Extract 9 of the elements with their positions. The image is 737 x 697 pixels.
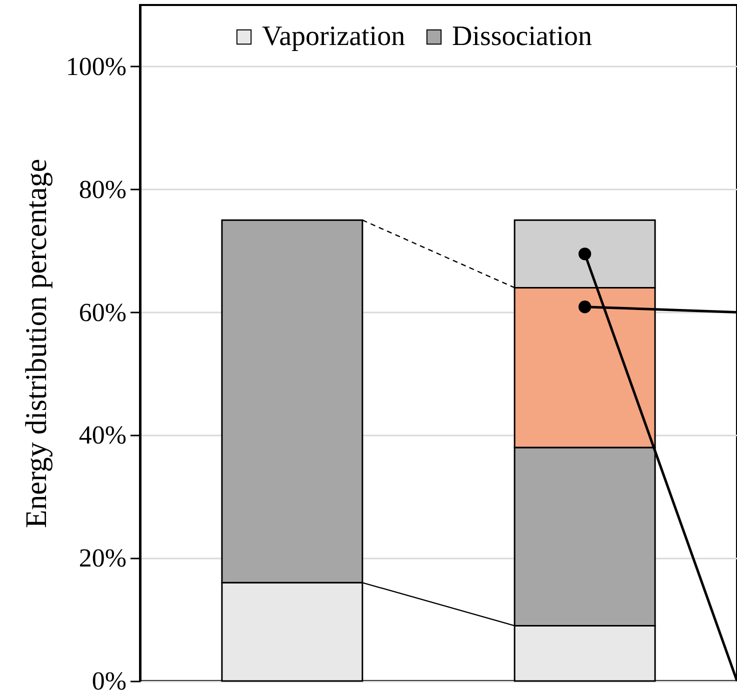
y-tick-label: 80% <box>78 174 126 204</box>
y-tick-label: 40% <box>78 420 126 450</box>
y-tick-label: 0% <box>92 666 126 696</box>
legend-label: Dissociation <box>452 21 592 52</box>
y-tick-label: 20% <box>78 544 126 573</box>
legend-label: Vaporization <box>262 21 406 52</box>
y-axis-title: Energy distribution percentage <box>20 158 53 528</box>
y-tick-label: 100% <box>66 52 126 81</box>
y-tick-label: 60% <box>78 298 126 327</box>
